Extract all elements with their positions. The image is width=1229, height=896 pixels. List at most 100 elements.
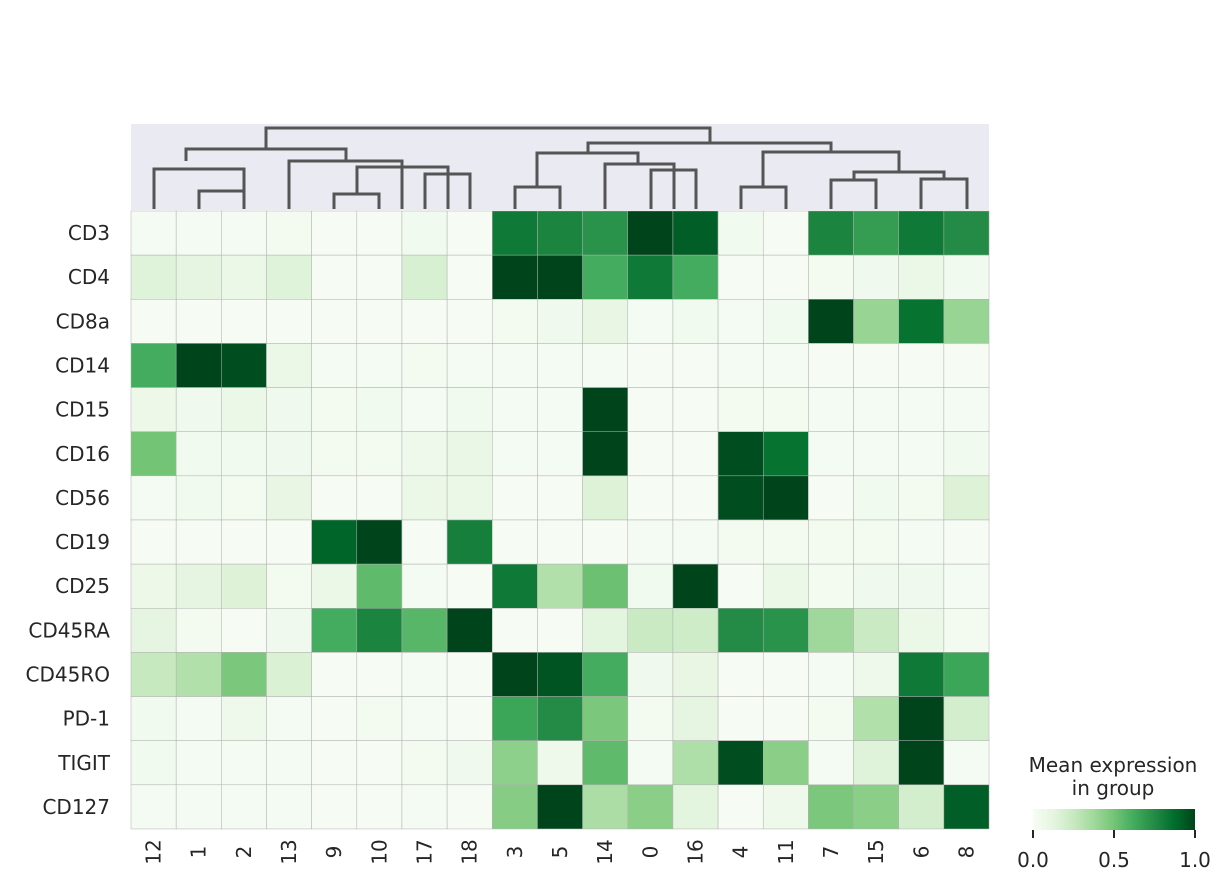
heatmap-cell bbox=[582, 696, 629, 741]
heatmap-cell bbox=[401, 652, 448, 697]
heatmap-cell bbox=[762, 652, 809, 697]
heatmap-cell bbox=[717, 608, 764, 653]
heatmap-cell bbox=[311, 431, 358, 477]
heatmap-cell bbox=[537, 343, 583, 388]
heatmap-cell bbox=[175, 696, 222, 741]
heatmap-cell bbox=[537, 387, 583, 432]
heatmap-cell bbox=[627, 608, 674, 653]
column-label: 13 bbox=[277, 839, 301, 864]
column-label: 12 bbox=[142, 839, 166, 864]
heatmap-cell bbox=[943, 343, 990, 388]
heatmap-cell bbox=[582, 343, 629, 388]
heatmap-cell bbox=[762, 784, 809, 830]
heatmap-cell bbox=[446, 696, 493, 741]
column-label: 3 bbox=[503, 846, 527, 859]
heatmap-cell bbox=[356, 254, 403, 300]
colorbar-gradient bbox=[1033, 809, 1195, 830]
heatmap-cell bbox=[717, 299, 764, 344]
heatmap-cell bbox=[130, 210, 177, 256]
heatmap-cell bbox=[356, 784, 403, 830]
heatmap-cell bbox=[401, 519, 448, 565]
heatmap-cell bbox=[672, 740, 719, 786]
heatmap-cell bbox=[717, 652, 764, 697]
heatmap-cell bbox=[221, 254, 267, 300]
heatmap-cell bbox=[808, 299, 854, 344]
heatmap-cell bbox=[492, 299, 538, 344]
heatmap-cell bbox=[582, 740, 629, 786]
heatmap-cell bbox=[401, 254, 448, 300]
heatmap-cell bbox=[492, 519, 538, 565]
heatmap-cell bbox=[446, 475, 493, 521]
heatmap-cell bbox=[898, 563, 945, 609]
heatmap-cell bbox=[266, 210, 312, 256]
heatmap-cell bbox=[130, 740, 177, 786]
heatmap-cell bbox=[492, 475, 538, 521]
heatmap-cell bbox=[627, 299, 674, 344]
heatmap-cell bbox=[492, 784, 538, 830]
heatmap-cell bbox=[808, 343, 854, 388]
heatmap-cell bbox=[672, 563, 719, 609]
heatmap-cell bbox=[492, 696, 538, 741]
heatmap-cell bbox=[130, 387, 177, 432]
row-label: TIGIT bbox=[57, 751, 111, 775]
heatmap-cell bbox=[266, 519, 312, 565]
heatmap-cell bbox=[446, 519, 493, 565]
heatmap-cell bbox=[808, 696, 854, 741]
column-label: 1 bbox=[187, 846, 211, 859]
heatmap-cell bbox=[446, 210, 493, 256]
heatmap-cell bbox=[672, 608, 719, 653]
heatmap-cell bbox=[492, 652, 538, 697]
heatmap-cell bbox=[175, 784, 222, 830]
heatmap-cell bbox=[130, 431, 177, 477]
heatmap-cell bbox=[898, 387, 945, 432]
heatmap-cell bbox=[808, 387, 854, 432]
heatmap-cell bbox=[175, 519, 222, 565]
heatmap-cell bbox=[582, 563, 629, 609]
heatmap-cell bbox=[175, 254, 222, 300]
heatmap-cell bbox=[582, 608, 629, 653]
heatmap-cell bbox=[582, 299, 629, 344]
colorbar-ticks: 0.0 0.5 1.0 bbox=[1017, 830, 1211, 872]
row-label: CD14 bbox=[55, 354, 110, 378]
column-labels: 12 1 2 13 9 10 17 18 3 5 14 0 16 4 11 7 15 6 8 bbox=[142, 839, 979, 864]
heatmap-cell bbox=[221, 784, 267, 830]
heatmap-cell bbox=[808, 475, 854, 521]
heatmap-cell bbox=[672, 652, 719, 697]
heatmap-cell bbox=[130, 299, 177, 344]
heatmap-cell bbox=[853, 431, 899, 477]
heatmap-cell bbox=[175, 299, 222, 344]
heatmap-cell bbox=[672, 696, 719, 741]
dendrogram-link bbox=[197, 189, 246, 209]
heatmap-cell bbox=[898, 475, 945, 521]
heatmap-cell bbox=[627, 519, 674, 565]
heatmap-cell bbox=[627, 210, 674, 256]
heatmap-cell bbox=[130, 519, 177, 565]
heatmap-cells bbox=[130, 210, 990, 830]
heatmap-cell bbox=[311, 740, 358, 786]
heatmap-cell bbox=[762, 608, 809, 653]
heatmap-cell bbox=[762, 299, 809, 344]
heatmap-cell bbox=[130, 254, 177, 300]
heatmap-cell bbox=[717, 740, 764, 786]
heatmap-cell bbox=[266, 387, 312, 432]
column-label: 10 bbox=[367, 839, 391, 864]
heatmap-cell bbox=[356, 519, 403, 565]
column-label: 2 bbox=[232, 846, 256, 859]
heatmap-cell bbox=[266, 740, 312, 786]
heatmap-cell bbox=[356, 387, 403, 432]
row-label: CD45RO bbox=[26, 663, 110, 687]
heatmap-cell bbox=[853, 299, 899, 344]
heatmap-cell bbox=[537, 608, 583, 653]
column-label: 6 bbox=[909, 846, 933, 859]
row-label: CD45RA bbox=[28, 618, 110, 642]
heatmap-cell bbox=[717, 210, 764, 256]
heatmap-cell bbox=[627, 740, 674, 786]
heatmap-cell bbox=[672, 475, 719, 521]
dendrogram bbox=[152, 126, 969, 209]
heatmap-cell bbox=[537, 299, 583, 344]
dendrogram-link bbox=[423, 172, 472, 209]
column-label: 11 bbox=[774, 839, 798, 864]
heatmap-cell bbox=[221, 387, 267, 432]
heatmap-cell bbox=[853, 608, 899, 653]
heatmap-cell bbox=[356, 299, 403, 344]
